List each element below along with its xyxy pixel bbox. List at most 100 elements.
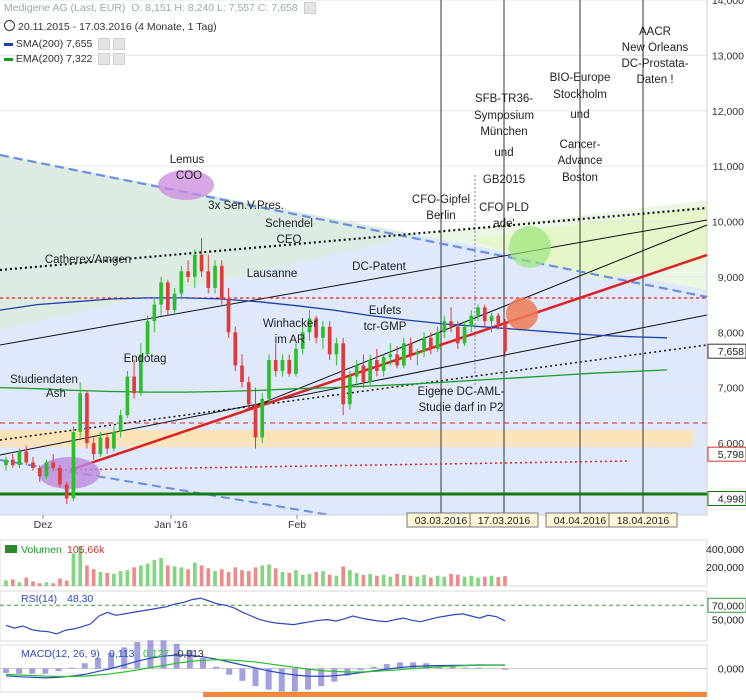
dotted-resistance-line (0, 206, 708, 272)
volume-bar (287, 572, 292, 586)
candle-body (91, 443, 96, 455)
volume-bar (341, 566, 345, 586)
candle-body (388, 354, 393, 358)
macd-histogram-bar (396, 662, 403, 669)
volume-bar (314, 572, 319, 586)
ema-settings-icon[interactable] (98, 53, 111, 66)
annotation-line: Lemus (170, 154, 205, 166)
candle-body (71, 431, 76, 499)
rsi-badge (707, 597, 746, 613)
macd-histogram-bar (449, 665, 456, 669)
annotation-line: DC-Patent (352, 261, 406, 273)
volume-bar (233, 567, 238, 586)
volume-bar (219, 569, 224, 586)
macd-histogram-bar (29, 668, 36, 674)
sma-legend[interactable]: SMA(200) 7,655 (4, 38, 126, 51)
annotation-line: Winhacker (263, 318, 317, 330)
volume-bar (85, 565, 89, 586)
volume-bar (78, 546, 83, 586)
candle-body (112, 431, 116, 449)
candle-body (24, 451, 29, 463)
annotation-line: Boston (562, 172, 598, 184)
macd-histogram-bar (55, 668, 62, 672)
candle-body (253, 404, 258, 438)
volume-bar (260, 565, 265, 586)
volume-bar (98, 572, 103, 586)
price-badge (707, 446, 746, 462)
rsi-value: 48,30 (67, 593, 93, 605)
annotation-line: Berlin (426, 210, 455, 222)
candle-body (145, 321, 150, 355)
candle-body (199, 254, 204, 272)
macd-histogram-bar (134, 642, 141, 669)
range-row: 20.11.2015 - 17.03.2016 (4 Monate, 1 Tag… (4, 20, 217, 33)
date-badge-text: 03.03.2016 (415, 515, 468, 527)
candle-body (341, 343, 345, 405)
macd-signal-line (5, 659, 506, 678)
candle-body (300, 332, 305, 349)
candle-body (422, 337, 426, 352)
macd-histogram-bar (331, 668, 338, 682)
candle-body (132, 376, 136, 394)
volume-bar (482, 576, 487, 586)
volume-bar (226, 572, 231, 586)
macd-histogram-bar (68, 667, 75, 669)
candle-body (482, 307, 487, 322)
sma-settings-icon[interactable] (98, 38, 111, 51)
volume-bar (348, 570, 352, 586)
volume-panel (0, 539, 708, 587)
annotation-label: Endotag (124, 353, 167, 365)
candle-body (280, 359, 285, 372)
y-tick-label: 8,000 (718, 327, 744, 339)
volume-bar (64, 580, 69, 586)
y-tick-label: 10,000 (712, 217, 744, 229)
candle-body (206, 271, 211, 288)
red-dotted-floor-line (59, 460, 631, 471)
zone-orange-band (0, 430, 693, 447)
ema-legend[interactable]: EMA(200) 7,322 (4, 53, 126, 66)
candle-body (455, 326, 460, 344)
volume-bar (125, 570, 130, 586)
rsi-tick: 70,000 (712, 600, 744, 612)
macd-tick: 0,000 (718, 664, 744, 676)
rsi-tick: 50,000 (712, 615, 744, 627)
candle-body (428, 337, 433, 349)
macd-histogram-bar (502, 668, 508, 670)
candle-body (327, 326, 332, 355)
volume-bar (462, 576, 467, 586)
candle-body (125, 376, 130, 416)
instrument-title: Medigene AG (Last, EUR) (4, 2, 126, 14)
macd-histogram-bar (370, 666, 377, 669)
candle-body (402, 343, 406, 366)
ema-close-icon[interactable] (113, 53, 126, 66)
candle-body (294, 348, 298, 374)
volume-bar (24, 577, 29, 586)
annotation-line: Studiendaten (10, 374, 78, 386)
volume-bar (402, 574, 406, 586)
volume-value: 105,66k (67, 544, 105, 556)
annotation-label: 3x Sen.V.Pres. (208, 200, 284, 212)
candle-body (179, 271, 184, 294)
macd-histogram-bar (108, 652, 115, 669)
volume-bar (422, 574, 426, 586)
settings-chip[interactable] (303, 2, 316, 15)
annotation-line: im AR (275, 334, 306, 346)
sma-close-icon[interactable] (113, 38, 126, 51)
target-green-circle (509, 226, 551, 268)
macd-histogram-bar (305, 668, 312, 690)
annotation-label: Eigene DC-AML- Studie darf in P2 (418, 386, 505, 414)
candle-body (166, 282, 170, 311)
volume-bar (139, 565, 143, 586)
candle-body (152, 304, 157, 322)
annotation-label: SFB-TR36- Symposium München und GB2015 (474, 93, 534, 186)
candle-body (4, 459, 8, 466)
volume-bar (105, 572, 109, 586)
candle-body (10, 459, 15, 466)
candle-body (496, 315, 501, 324)
volume-bar (10, 579, 15, 586)
volume-bar (503, 576, 507, 586)
volume-legend: Volumen 105,66k (21, 544, 105, 556)
volume-bar (44, 582, 49, 586)
